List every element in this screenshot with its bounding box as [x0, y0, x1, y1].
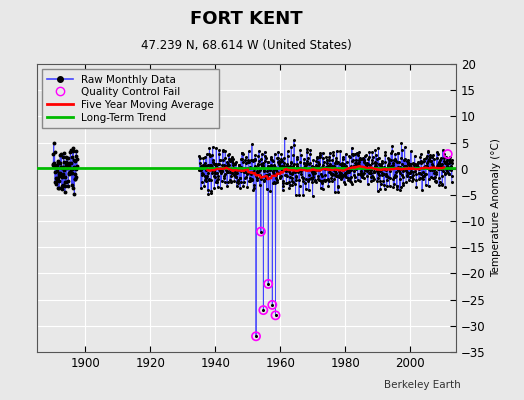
Point: [264, 281, 272, 287]
Legend: Raw Monthly Data, Quality Control Fail, Five Year Moving Average, Long-Term Tren: Raw Monthly Data, Quality Control Fail, …: [42, 69, 220, 128]
Point: [259, 307, 268, 313]
Text: 47.239 N, 68.614 W (United States): 47.239 N, 68.614 W (United States): [141, 39, 352, 52]
Text: Berkeley Earth: Berkeley Earth: [385, 380, 461, 390]
Text: FORT KENT: FORT KENT: [190, 10, 302, 28]
Point: [252, 333, 260, 340]
Point: [268, 302, 277, 308]
Point: [443, 151, 452, 157]
Point: [271, 312, 280, 318]
Point: [257, 228, 265, 235]
Y-axis label: Temperature Anomaly (°C): Temperature Anomaly (°C): [491, 138, 501, 278]
